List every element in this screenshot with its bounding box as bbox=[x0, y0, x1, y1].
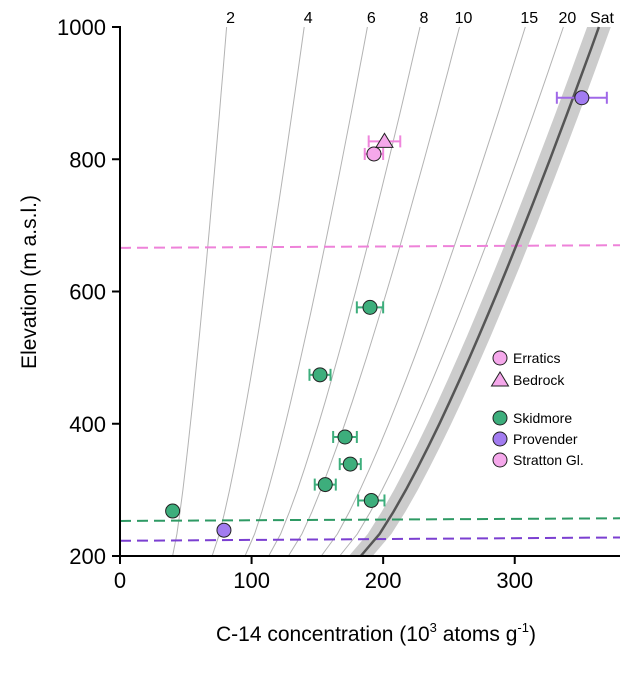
x-axis-title-part3: ) bbox=[529, 623, 536, 646]
data-point bbox=[366, 146, 382, 162]
y-tick-label: 400 bbox=[69, 412, 106, 437]
y-tick-label: 1000 bbox=[57, 15, 106, 40]
saturation-band bbox=[348, 27, 611, 556]
y-axis-title: Elevation (m a.s.l.) bbox=[18, 195, 41, 369]
x-axis-title: C-14 concentration (103 atoms g-1) bbox=[216, 620, 536, 646]
reference-line bbox=[119, 517, 621, 522]
data-point-layer bbox=[165, 90, 608, 538]
data-point bbox=[362, 299, 378, 315]
y-tick-label: 200 bbox=[69, 544, 106, 569]
data-point bbox=[363, 492, 379, 508]
legend: Erratics Bedrock Skidmore Provender Stratton… bbox=[490, 350, 584, 468]
reference-line-layer bbox=[119, 244, 621, 542]
reference-line bbox=[119, 536, 621, 542]
x-axis-title-part2: atoms g bbox=[437, 623, 518, 646]
x-tick-label: 0 bbox=[114, 568, 126, 593]
x-axis-title-part1: C-14 concentration (10 bbox=[216, 623, 430, 646]
legend-label: Erratics bbox=[513, 350, 560, 366]
tick-layer: 200 400 600 800 1000 0 100 200 300 bbox=[57, 15, 533, 593]
isochron-label: 6 bbox=[367, 10, 376, 27]
isochron-line bbox=[268, 26, 421, 557]
legend-marker bbox=[490, 371, 510, 387]
isochron-line bbox=[287, 26, 460, 557]
isochron-line bbox=[172, 26, 228, 557]
saturation-band-layer bbox=[348, 27, 611, 556]
data-point bbox=[216, 522, 232, 538]
x-axis-title-sup2: -1 bbox=[517, 620, 529, 635]
saturation-line bbox=[359, 26, 601, 557]
saturation-label: Sat bbox=[590, 10, 615, 27]
data-point bbox=[342, 456, 358, 472]
legend-label: Stratton Gl. bbox=[513, 452, 584, 468]
legend-marker bbox=[492, 350, 508, 366]
isochron-line bbox=[244, 26, 368, 557]
legend-label: Skidmore bbox=[513, 410, 572, 426]
data-point bbox=[312, 367, 328, 383]
data-point bbox=[337, 429, 353, 445]
isochron-line bbox=[339, 26, 564, 557]
x-tick-label: 100 bbox=[233, 568, 270, 593]
isochron-line bbox=[211, 26, 305, 557]
y-tick-label: 800 bbox=[69, 147, 106, 172]
isochron-line bbox=[320, 26, 526, 557]
isochron-label: 20 bbox=[559, 10, 577, 27]
axes-layer bbox=[119, 26, 620, 557]
data-point bbox=[317, 477, 333, 493]
x-tick-label: 200 bbox=[365, 568, 402, 593]
legend-marker bbox=[492, 410, 508, 426]
saturation-line-layer: Sat bbox=[359, 10, 615, 557]
legend-label: Provender bbox=[513, 431, 578, 447]
legend-marker bbox=[492, 452, 508, 468]
legend-label: Bedrock bbox=[513, 372, 565, 388]
x-tick-label: 300 bbox=[496, 568, 533, 593]
reference-line bbox=[119, 244, 621, 249]
legend-marker bbox=[492, 431, 508, 447]
data-point bbox=[165, 503, 181, 519]
isochron-label: 2 bbox=[226, 10, 235, 27]
data-point bbox=[574, 90, 590, 106]
y-tick-label: 600 bbox=[69, 280, 106, 305]
isochron-layer: 2 4 6 8 10 15 20 bbox=[172, 10, 577, 557]
isochron-label: 4 bbox=[304, 10, 313, 27]
x-axis-title-sup1: 3 bbox=[430, 620, 437, 635]
isochron-label: 10 bbox=[455, 10, 473, 27]
isochron-label: 15 bbox=[520, 10, 538, 27]
data-point-triangle bbox=[375, 132, 394, 148]
isochron-label: 8 bbox=[420, 10, 429, 27]
